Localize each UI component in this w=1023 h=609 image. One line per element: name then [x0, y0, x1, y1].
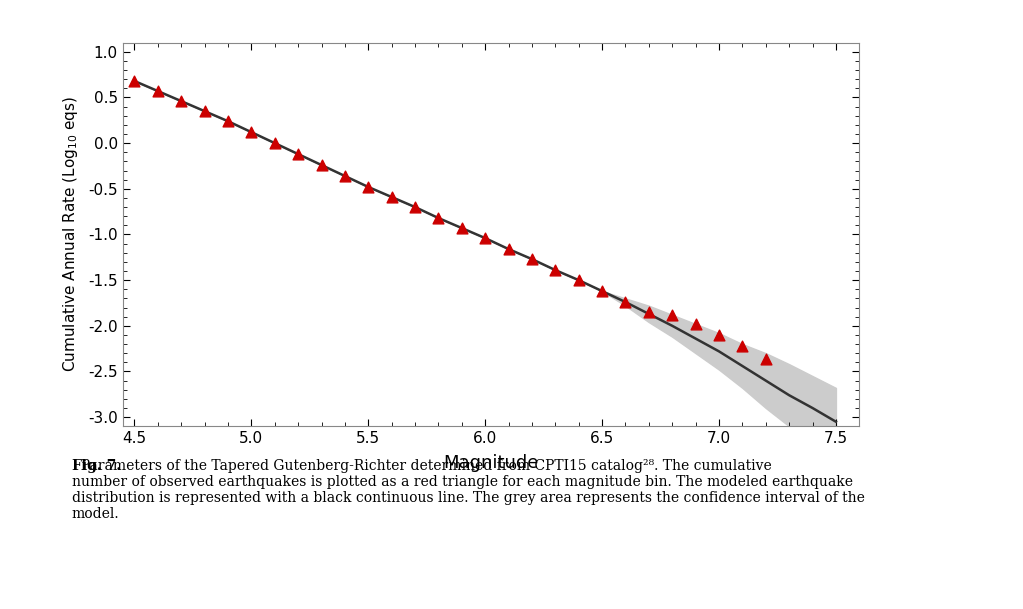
Point [477, 233, 493, 243]
Point [571, 275, 587, 285]
Point [758, 354, 774, 364]
Point [220, 116, 236, 126]
Point [664, 310, 680, 320]
Point [196, 107, 213, 116]
Point [594, 286, 611, 296]
X-axis label: Magnitude: Magnitude [443, 454, 539, 473]
Point [431, 213, 447, 223]
Point [735, 341, 751, 351]
Point [384, 192, 400, 202]
Point [640, 307, 657, 317]
Text: Parameters of the Tapered Gutenberg-Richter determined from CPTI15 catalog²⁸. Th: Parameters of the Tapered Gutenberg-Rich… [72, 459, 864, 521]
Point [617, 297, 633, 307]
Point [243, 127, 260, 137]
Point [711, 330, 727, 340]
Point [313, 160, 329, 170]
Point [500, 244, 517, 254]
Point [149, 86, 166, 96]
Y-axis label: Cumulative Annual Rate (Log$_{10}$ eqs): Cumulative Annual Rate (Log$_{10}$ eqs) [60, 96, 80, 373]
Point [453, 224, 470, 233]
Point [290, 149, 306, 159]
Point [337, 171, 353, 181]
Point [547, 266, 564, 275]
Point [173, 96, 189, 106]
Point [524, 255, 540, 264]
Point [407, 202, 424, 212]
Point [126, 76, 142, 86]
Point [267, 138, 283, 148]
Point [360, 182, 376, 192]
Text: Fig. 7.: Fig. 7. [72, 459, 121, 473]
Point [687, 319, 704, 329]
